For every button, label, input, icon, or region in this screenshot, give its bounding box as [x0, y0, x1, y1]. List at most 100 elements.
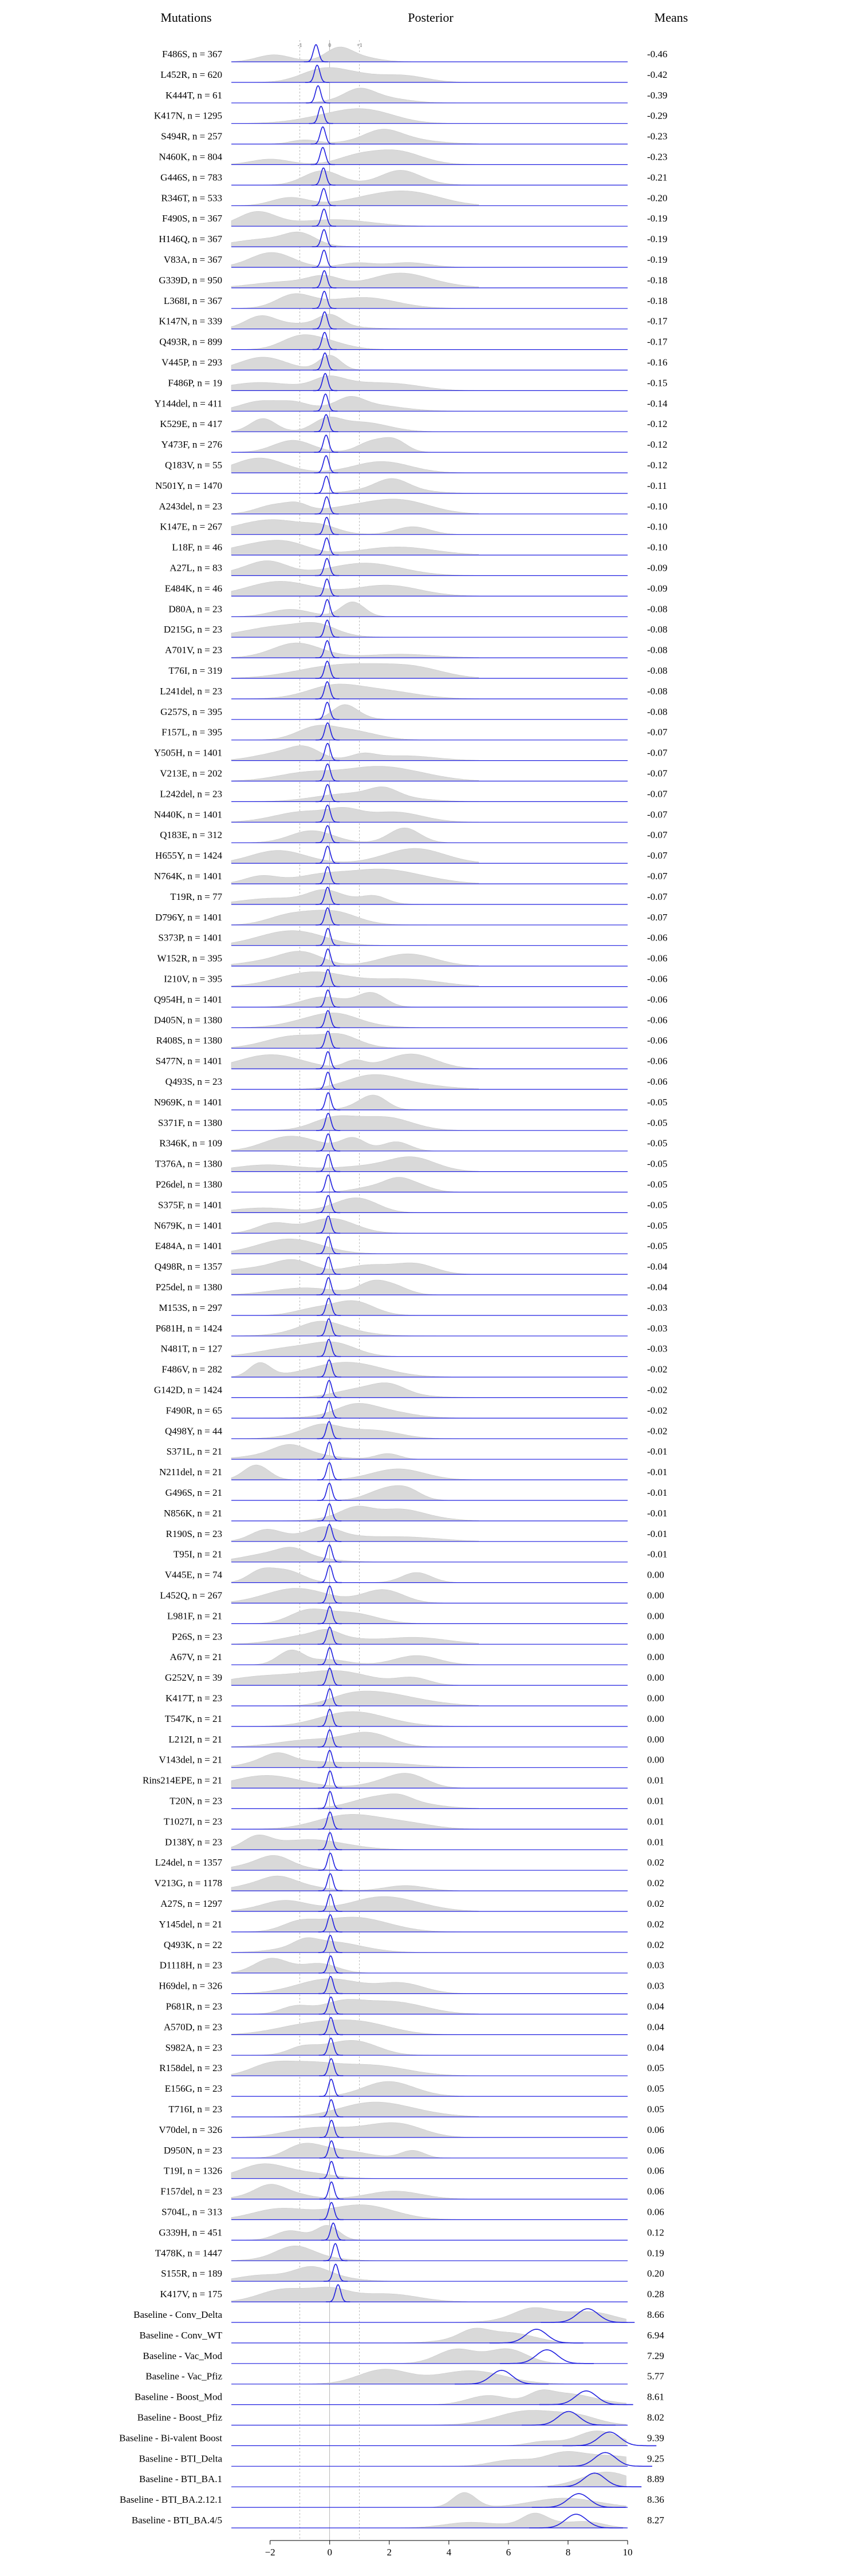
posterior-curve	[319, 2058, 344, 2076]
background-density	[231, 1362, 479, 1377]
background-density	[231, 2410, 626, 2425]
posterior-curve	[310, 126, 335, 145]
background-density	[231, 376, 479, 391]
mean-label: -0.17	[647, 337, 668, 347]
posterior-curve	[318, 1770, 342, 1789]
background-density	[231, 1464, 479, 1480]
background-density	[231, 2184, 479, 2199]
mean-label: -0.09	[647, 583, 667, 594]
background-density	[231, 725, 479, 740]
posterior-curve	[314, 414, 338, 432]
mean-label: -0.03	[647, 1302, 667, 1313]
posterior-curve	[309, 105, 333, 124]
mean-label: -0.06	[647, 974, 667, 985]
background-density	[231, 1136, 479, 1151]
posterior-curve	[316, 846, 340, 864]
background-density	[231, 396, 479, 412]
posterior-curve	[317, 1668, 342, 1686]
row-label: D796Y, n = 1401	[155, 912, 222, 923]
ridge-row: Y473F, n = 276 -0.12	[161, 434, 667, 453]
row-label: E484K, n = 46	[165, 583, 222, 594]
ridge-row: Q498Y, n = 44 -0.02	[165, 1421, 667, 1440]
ridge-row: P681H, n = 1424 -0.03	[156, 1318, 667, 1337]
mean-label: 0.06	[647, 2166, 664, 2176]
ridge-row: Baseline - Bi-valent Boost 9.39	[119, 2431, 664, 2447]
row-label: Q493R, n = 899	[159, 337, 222, 347]
posterior-curve	[315, 661, 340, 679]
mean-label: 0.12	[647, 2227, 664, 2238]
mean-label: -0.01	[647, 1446, 667, 1457]
ridge-row: N460K, n = 804 -0.23	[159, 147, 667, 165]
posterior-curve	[529, 2514, 623, 2528]
background-density	[231, 951, 479, 966]
background-density	[231, 581, 479, 596]
row-label: W152R, n = 395	[157, 953, 222, 964]
row-label: S982A, n = 23	[166, 2042, 222, 2053]
mean-label: 8.89	[647, 2474, 664, 2484]
posterior-curve	[314, 558, 340, 576]
mean-label: -0.02	[647, 1405, 667, 1416]
ridge-row: G252V, n = 39 0.00	[165, 1668, 664, 1686]
background-density	[231, 1095, 479, 1111]
ridge-row: L18F, n = 46 -0.10	[172, 537, 667, 556]
mean-label: -0.07	[647, 829, 668, 840]
background-density	[231, 2101, 479, 2117]
row-label: Y145del, n = 21	[159, 1919, 222, 1930]
ridge-row: H69del, n = 326 0.03	[159, 1976, 664, 1994]
mean-label: 0.05	[647, 2083, 664, 2094]
row-label: K444T, n = 61	[166, 90, 222, 101]
row-label: R408S, n = 1380	[156, 1035, 222, 1046]
mean-label: -0.10	[647, 542, 667, 553]
row-label: F486V, n = 282	[161, 1364, 222, 1375]
row-label: Baseline - Boost_Pfiz	[137, 2412, 223, 2423]
mean-label: 0.01	[647, 1836, 664, 1847]
row-label: V445E, n = 74	[165, 1570, 223, 1581]
mean-label: -0.12	[647, 418, 667, 429]
row-label: Q498R, n = 1357	[155, 1261, 223, 1272]
ridge-row: P26S, n = 23 0.00	[172, 1626, 664, 1645]
background-density	[231, 1978, 479, 1994]
posterior-curve	[318, 1955, 343, 1974]
background-density	[231, 601, 479, 617]
background-density	[231, 1485, 479, 1501]
background-density	[231, 1937, 479, 1953]
posterior-curve	[318, 2017, 343, 2036]
posterior-curve	[312, 331, 337, 350]
posterior-curve	[455, 2369, 549, 2385]
mean-label: -0.02	[647, 1385, 667, 1396]
mean-label: -0.06	[647, 1035, 667, 1046]
posterior-curve	[316, 989, 340, 1008]
posterior-curve	[312, 188, 336, 207]
ridge-row: D138Y, n = 23 0.01	[165, 1832, 664, 1851]
ridge-row: V445E, n = 74 0.00	[165, 1564, 664, 1583]
ridge-row: A570D, n = 23 0.04	[164, 2017, 664, 2036]
mean-label: 0.01	[647, 1816, 664, 1827]
row-label: P681R, n = 23	[166, 2001, 222, 2012]
x-tick-label: 4	[447, 2547, 452, 2558]
mean-label: 0.02	[647, 1898, 664, 1909]
ridge-row: Q954H, n = 1401 -0.06	[154, 989, 667, 1008]
mean-label: -0.29	[647, 110, 667, 121]
background-density	[231, 457, 479, 473]
row-label: T76I, n = 319	[168, 665, 222, 676]
background-density	[231, 622, 479, 638]
mean-label: 0.04	[647, 2001, 664, 2012]
mean-label: 0.03	[647, 1960, 664, 1971]
row-label: A701V, n = 23	[165, 645, 222, 655]
mean-label: -0.08	[647, 645, 667, 655]
posterior-curve	[317, 1421, 341, 1440]
mean-label: 0.00	[647, 1672, 664, 1683]
posterior-curve	[318, 1873, 342, 1891]
background-density	[231, 1732, 479, 1748]
row-label: Baseline - Bi-valent Boost	[119, 2432, 222, 2443]
row-label: L241del, n = 23	[160, 686, 222, 697]
row-label: G257S, n = 395	[160, 706, 222, 717]
posterior-curve	[321, 2222, 345, 2241]
posterior-curve	[317, 1606, 342, 1625]
posterior-curve	[316, 1030, 340, 1049]
mean-label: -0.19	[647, 234, 667, 244]
ridge-row: F486S, n = 367 -0.46	[162, 44, 667, 62]
row-label: A27L, n = 83	[170, 563, 222, 574]
background-density	[231, 2204, 479, 2220]
ridge-row: T478K, n = 1447 0.19	[155, 2243, 664, 2262]
